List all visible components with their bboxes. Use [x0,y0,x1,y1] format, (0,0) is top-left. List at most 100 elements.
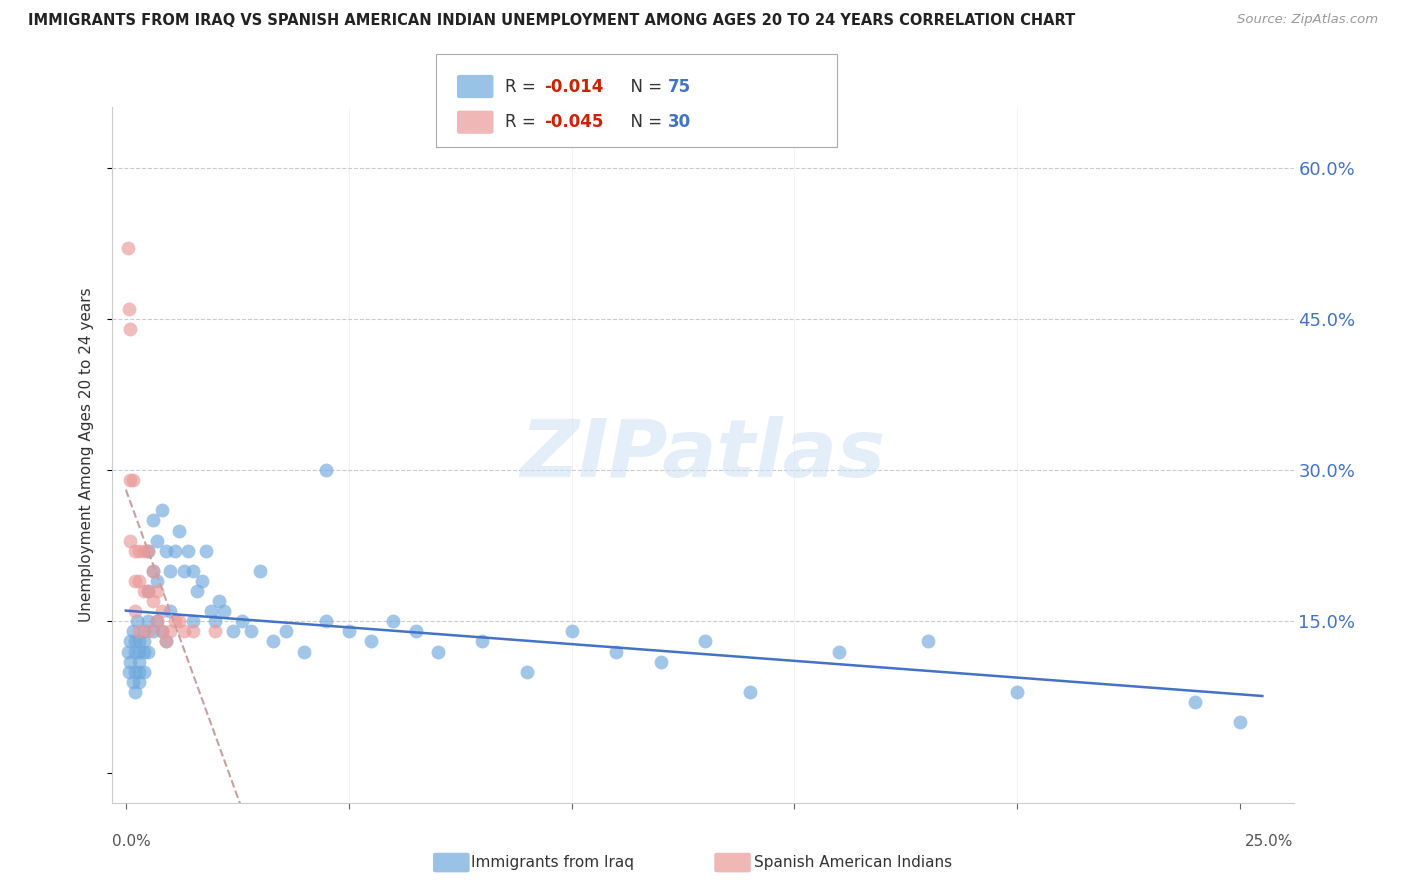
Point [1184,695,1206,709]
Text: Source: ZipAtlas.com: Source: ZipAtlas.com [1237,13,1378,27]
Point [262,634,284,648]
Point [136,584,159,599]
Point [142,564,165,578]
Point [560,624,582,639]
Point [124,574,146,588]
Point [917,634,939,648]
Point [181,564,204,578]
Point [181,615,204,629]
Point [120,533,142,548]
Point [136,543,159,558]
Point [124,644,146,658]
Point [132,584,155,599]
Point [117,241,139,255]
Point [315,615,337,629]
Point [516,665,538,679]
Point [315,463,337,477]
Point [142,513,165,527]
Point [128,644,150,658]
Text: 75: 75 [668,78,690,95]
Point [204,615,226,629]
Point [124,543,146,558]
Point [150,503,173,517]
Point [650,655,672,669]
Point [471,634,494,648]
Point [121,624,143,639]
Point [124,685,146,699]
Point [128,624,150,639]
Point [163,543,186,558]
Point [136,615,159,629]
Text: 0.0%: 0.0% [112,834,152,849]
Text: N =: N = [620,78,668,95]
Point [142,564,165,578]
Point [212,604,235,618]
Text: IMMIGRANTS FROM IRAQ VS SPANISH AMERICAN INDIAN UNEMPLOYMENT AMONG AGES 20 TO 24: IMMIGRANTS FROM IRAQ VS SPANISH AMERICAN… [28,13,1076,29]
Text: 30: 30 [668,113,690,131]
Point [132,665,155,679]
Point [132,624,155,639]
Point [121,674,143,689]
Point [120,322,142,336]
Point [132,543,155,558]
Point [120,473,142,487]
Point [128,655,150,669]
Point [136,584,159,599]
Point [159,564,181,578]
Point [120,634,142,648]
Point [125,615,148,629]
Text: Spanish American Indians: Spanish American Indians [754,855,952,870]
Point [146,615,169,629]
Point [124,634,146,648]
Point [828,644,851,658]
Point [120,655,142,669]
Point [117,644,139,658]
Point [169,524,191,538]
Point [605,644,627,658]
Point [124,604,146,618]
Point [155,634,177,648]
Point [186,584,208,599]
Point [231,615,253,629]
Point [1005,685,1028,699]
Point [150,624,173,639]
Point [382,615,405,629]
Text: R =: R = [505,78,541,95]
Point [128,665,150,679]
Point [1229,715,1251,730]
Point [159,624,181,639]
Text: R =: R = [505,113,541,131]
Point [173,564,195,578]
Point [405,624,427,639]
Point [239,624,262,639]
Point [200,604,222,618]
Point [118,665,141,679]
Point [142,624,165,639]
Point [190,574,212,588]
Point [128,634,150,648]
Point [146,584,169,599]
Point [204,624,226,639]
Point [163,615,186,629]
Point [155,634,177,648]
Text: ZIPatlas: ZIPatlas [520,416,886,494]
Point [276,624,298,639]
Point [155,543,177,558]
Point [132,644,155,658]
Point [181,624,204,639]
Point [118,301,141,316]
Point [292,644,315,658]
Point [128,574,150,588]
Text: N =: N = [620,113,668,131]
Point [222,624,245,639]
Point [124,665,146,679]
Point [426,644,449,658]
Text: 25.0%: 25.0% [1246,834,1294,849]
Point [132,634,155,648]
Point [738,685,761,699]
Point [249,564,271,578]
Point [150,604,173,618]
Point [150,624,173,639]
Point [136,543,159,558]
Point [177,543,200,558]
